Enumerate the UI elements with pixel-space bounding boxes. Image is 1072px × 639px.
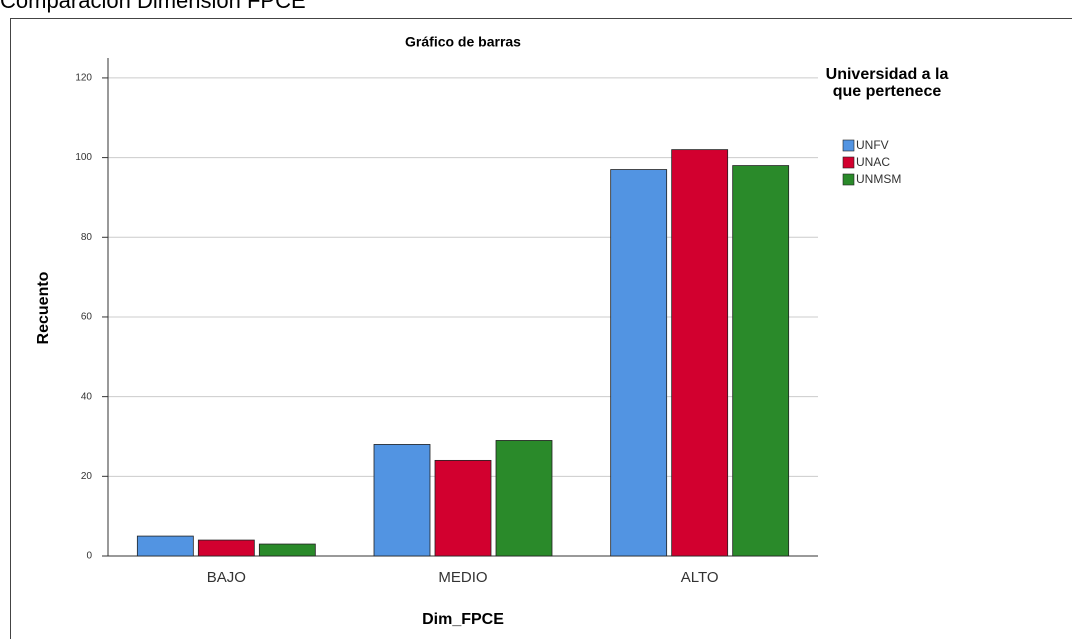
bar — [197, 539, 255, 557]
y-tick-label: 20 — [81, 471, 93, 482]
bar — [732, 165, 790, 557]
y-tick-label: 100 — [75, 152, 92, 163]
legend-label: UNFV — [856, 138, 889, 152]
y-tick-label: 40 — [81, 391, 93, 402]
y-tick-label: 80 — [81, 232, 93, 243]
x-tick-label: MEDIO — [438, 569, 487, 586]
legend-label: UNMSM — [856, 172, 901, 186]
y-axis-label: Recuento — [35, 271, 52, 344]
legend-label: UNAC — [856, 155, 890, 169]
bar — [434, 459, 492, 557]
x-axis-label: Dim_FPCE — [422, 611, 504, 628]
y-tick-label: 60 — [81, 312, 93, 323]
chart-title: Gráfico de barras — [405, 34, 521, 50]
legend-swatch — [842, 156, 855, 169]
x-tick-label: BAJO — [207, 569, 246, 586]
bar — [495, 440, 553, 557]
legend-swatch — [842, 173, 855, 186]
bar — [136, 535, 194, 557]
heading: Comparación Dimensión FPCE — [0, 0, 306, 13]
bar — [671, 149, 729, 557]
x-tick-label: ALTO — [681, 569, 719, 586]
y-tick-label: 0 — [86, 551, 92, 562]
bar — [610, 169, 668, 557]
bar — [258, 543, 316, 557]
frame — [10, 18, 1072, 639]
legend-title: Universidad a la que pertenece — [825, 66, 949, 100]
bar — [373, 444, 431, 557]
legend-swatch — [842, 139, 855, 152]
y-tick-label: 120 — [75, 73, 92, 84]
